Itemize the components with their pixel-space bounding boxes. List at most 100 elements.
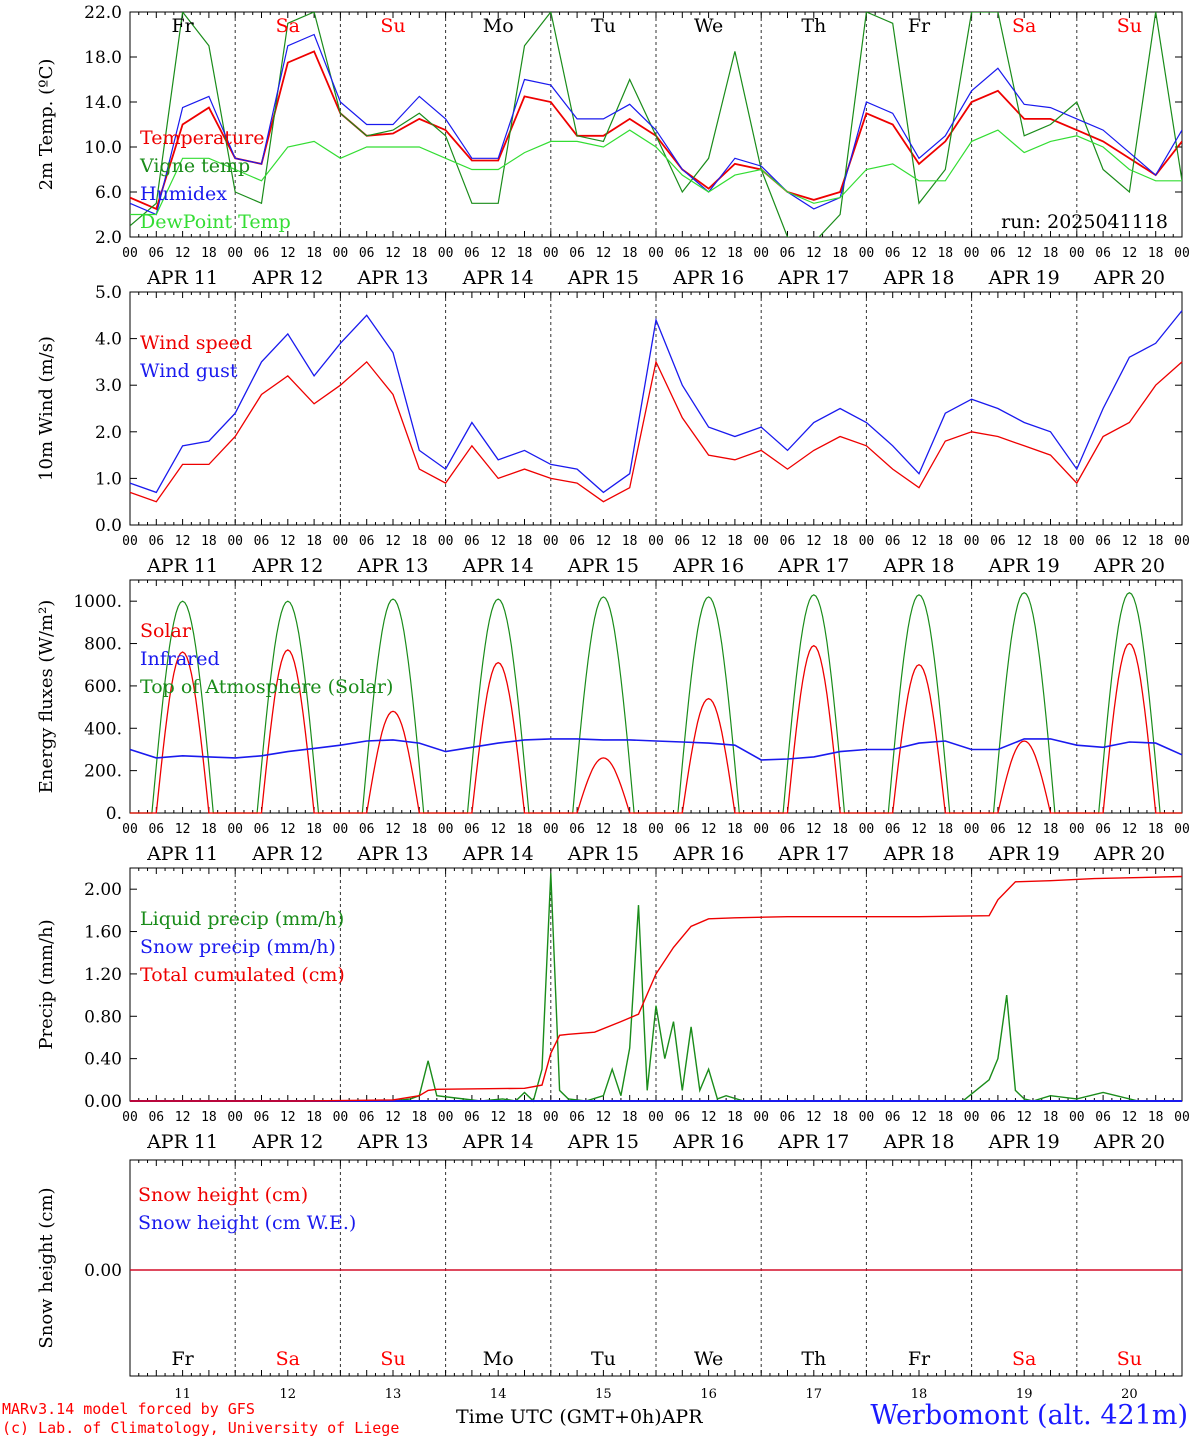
series-wind-gust [129, 310, 1183, 494]
hour-tick-label: 06 [990, 1110, 1006, 1125]
series-liquid-precip-mm-h- [130, 873, 1182, 1103]
y-tick-label: 1.0 [95, 469, 122, 489]
hour-tick-label: 18 [727, 1110, 743, 1125]
date-label: APR 11 [146, 843, 218, 865]
date-label: APR 15 [567, 843, 639, 865]
day-abbrev-bottom: Sa [1012, 1348, 1036, 1370]
hour-tick-label: 18 [832, 1110, 848, 1125]
hour-tick-label: 00 [859, 246, 875, 261]
hour-tick-label: 18 [306, 534, 322, 549]
hour-tick-label: 06 [885, 822, 901, 837]
date-label: APR 11 [146, 555, 218, 577]
hour-tick-label: 12 [280, 534, 296, 549]
day-number: 16 [700, 1387, 717, 1402]
hour-tick-label: 12 [911, 1110, 927, 1125]
series-vigne-temp [130, 12, 1182, 237]
hour-tick-label: 06 [148, 534, 164, 549]
hour-tick-label: 18 [201, 534, 217, 549]
hour-tick-label: 06 [674, 1110, 690, 1125]
hour-tick-label: 06 [569, 534, 585, 549]
y-tick-label: 600. [84, 677, 122, 697]
legend-entry: Infrared [140, 648, 220, 670]
date-label: APR 12 [251, 555, 323, 577]
day-abbrev-top: We [694, 15, 723, 37]
day-abbrev-top: Su [380, 15, 405, 37]
hour-tick-label: 06 [780, 1110, 796, 1125]
y-tick-label: 1.60 [84, 923, 122, 943]
day-abbrev-top: Th [801, 15, 826, 37]
hour-tick-label: 18 [1148, 1110, 1164, 1125]
run-label: run: 2025041118 [1001, 211, 1168, 233]
legend-entry: Total cumulated (cm) [140, 964, 345, 986]
day-abbrev-top: Fr [171, 15, 194, 37]
hour-tick-label: 18 [727, 822, 743, 837]
hour-tick-label: 00 [1174, 822, 1190, 837]
legend-entry: Wind gust [140, 360, 238, 382]
series-total-cumulated-cm- [130, 875, 1183, 1102]
hour-tick-label: 18 [201, 1110, 217, 1125]
hour-tick-label: 00 [333, 246, 349, 261]
series-wind-speed [129, 359, 1183, 503]
hour-tick-label: 18 [411, 1110, 427, 1125]
hour-tick-label: 00 [753, 1110, 769, 1125]
y-tick-label: 4.0 [95, 330, 122, 350]
hour-tick-label: 00 [333, 534, 349, 549]
hour-tick-label: 00 [333, 1110, 349, 1125]
date-label: APR 13 [356, 267, 428, 289]
hour-tick-label: 12 [385, 246, 401, 261]
legend-entry: Snow height (cm W.E.) [138, 1212, 356, 1234]
day-number: 19 [1016, 1387, 1033, 1402]
hour-tick-label: 18 [1043, 246, 1059, 261]
hour-tick-label: 06 [780, 534, 796, 549]
hour-tick-label: 06 [885, 1110, 901, 1125]
hour-tick-label: 00 [227, 822, 243, 837]
day-number: 15 [595, 1387, 612, 1402]
date-label: APR 17 [777, 843, 849, 865]
y-tick-label: 3.0 [95, 376, 122, 396]
series-dewpoint-temp [130, 129, 1182, 216]
hour-tick-label: 12 [1122, 1110, 1138, 1125]
hour-tick-label: 00 [438, 534, 454, 549]
hour-tick-label: 06 [1095, 822, 1111, 837]
hour-tick-label: 12 [175, 822, 191, 837]
hour-tick-label: 06 [359, 822, 375, 837]
hour-tick-label: 18 [937, 534, 953, 549]
hour-tick-label: 00 [543, 246, 559, 261]
hour-tick-label: 12 [1016, 1110, 1032, 1125]
hour-tick-label: 06 [674, 822, 690, 837]
date-label: APR 14 [462, 1131, 534, 1153]
legend-entry: Liquid precip (mm/h) [140, 908, 344, 930]
date-label: APR 20 [1093, 1131, 1165, 1153]
series-solar [130, 642, 1182, 814]
hour-tick-label: 00 [964, 822, 980, 837]
hour-tick-label: 06 [254, 534, 270, 549]
hour-tick-label: 06 [254, 822, 270, 837]
day-number: 20 [1121, 1387, 1138, 1402]
day-abbrev-top: Sa [1012, 15, 1036, 37]
hour-tick-label: 12 [490, 246, 506, 261]
hour-tick-label: 06 [990, 822, 1006, 837]
hour-tick-label: 18 [727, 534, 743, 549]
date-label: APR 16 [672, 1131, 744, 1153]
day-number: 18 [911, 1387, 928, 1402]
day-number: 14 [490, 1387, 507, 1402]
hour-tick-label: 06 [990, 246, 1006, 261]
hour-tick-label: 00 [964, 534, 980, 549]
hour-tick-label: 00 [122, 246, 138, 261]
y-tick-label: 0.00 [84, 1261, 122, 1281]
date-label: APR 16 [672, 555, 744, 577]
date-label: APR 17 [777, 1131, 849, 1153]
y-tick-label: 14.0 [84, 93, 122, 113]
hour-tick-label: 00 [543, 822, 559, 837]
legend-entry: DewPoint Temp [140, 211, 291, 233]
hour-tick-label: 00 [438, 1110, 454, 1125]
hour-tick-label: 12 [596, 822, 612, 837]
hour-tick-label: 00 [859, 1110, 875, 1125]
day-abbrev-bottom: Sa [276, 1348, 300, 1370]
hour-tick-label: 12 [490, 1110, 506, 1125]
legend-entry: Temperature [140, 127, 264, 149]
hour-tick-label: 00 [859, 534, 875, 549]
hour-tick-label: 12 [280, 246, 296, 261]
y-tick-label: 1.20 [84, 965, 122, 985]
